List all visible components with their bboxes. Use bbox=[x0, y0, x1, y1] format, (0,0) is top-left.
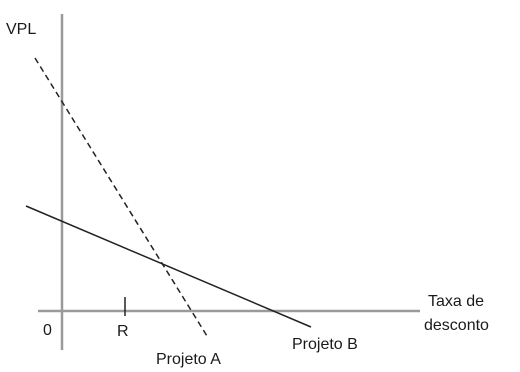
x-axis-label-line1: Taxa de bbox=[428, 293, 484, 310]
r-label: R bbox=[117, 323, 129, 340]
project-b-line bbox=[25, 205, 312, 328]
origin-label: 0 bbox=[43, 322, 52, 339]
project-a-line bbox=[34, 57, 208, 337]
y-axis-label: VPL bbox=[6, 21, 36, 38]
project-a-label: Projeto A bbox=[156, 351, 221, 368]
x-axis-label-line2: desconto bbox=[424, 317, 489, 334]
project-b-label: Projeto B bbox=[292, 336, 358, 353]
